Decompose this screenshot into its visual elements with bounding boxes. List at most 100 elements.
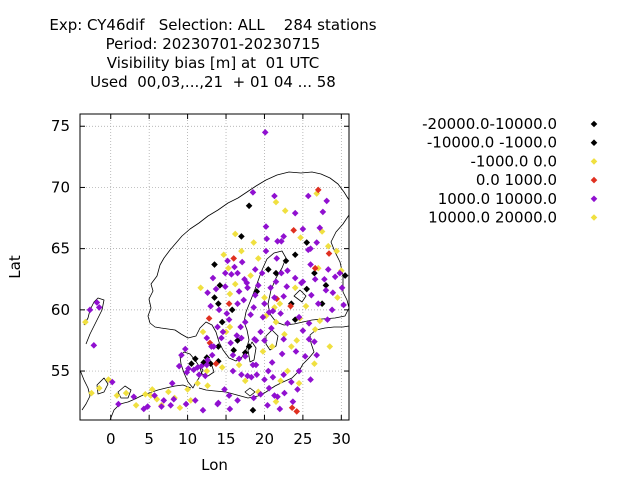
data-point — [308, 291, 315, 299]
data-point — [227, 339, 234, 347]
data-point — [319, 208, 327, 216]
y-tick-label: 75 — [51, 117, 70, 135]
data-point — [185, 365, 192, 372]
data-point — [250, 239, 257, 246]
data-point — [234, 300, 241, 308]
data-point — [86, 306, 94, 314]
data-point — [147, 392, 155, 399]
data-point — [225, 264, 232, 272]
data-point — [280, 335, 287, 343]
data-point — [311, 338, 318, 345]
data-point — [299, 327, 307, 334]
data-point — [214, 323, 221, 331]
data-point — [204, 289, 211, 297]
data-point — [211, 261, 218, 268]
plot-frame — [79, 113, 350, 421]
data-point — [115, 400, 122, 408]
data-point — [262, 312, 270, 320]
data-point — [340, 301, 347, 309]
data-point — [274, 237, 281, 245]
data-point — [271, 294, 278, 301]
data-point — [241, 349, 249, 356]
title-line-2: Period: 20230701-20230715 — [105, 35, 321, 53]
data-point — [238, 371, 245, 379]
data-point — [263, 235, 271, 243]
data-point — [249, 189, 257, 196]
legend-marker — [590, 214, 598, 221]
data-point — [249, 406, 257, 414]
data-point — [95, 304, 103, 311]
data-point — [248, 373, 255, 381]
data-point — [255, 255, 262, 262]
chart-title: Exp: CY46dif Selection: ALL 284 stations… — [0, 16, 426, 92]
data-point — [257, 328, 264, 336]
data-point — [251, 291, 259, 299]
data-point — [307, 245, 314, 252]
data-point — [258, 269, 266, 277]
data-point — [181, 345, 189, 353]
x-tick-label: 10 — [178, 430, 197, 448]
data-point — [292, 348, 300, 355]
data-point — [197, 284, 204, 292]
data-point — [283, 283, 291, 290]
legend-marker — [590, 139, 598, 146]
data-point — [212, 360, 220, 367]
data-point — [261, 294, 268, 301]
data-point — [328, 306, 336, 314]
data-point — [188, 360, 195, 367]
data-point — [298, 279, 305, 287]
data-point — [160, 397, 168, 404]
data-point — [140, 405, 148, 413]
y-tick-label: 60 — [51, 301, 70, 319]
data-point — [304, 192, 312, 200]
data-point — [318, 300, 326, 308]
data-point — [241, 275, 248, 283]
data-point — [90, 342, 98, 349]
data-point — [331, 273, 339, 281]
data-point — [225, 316, 233, 323]
data-point — [214, 400, 221, 408]
data-point — [261, 129, 269, 136]
data-point — [238, 258, 246, 266]
legend-label: 10000.0 20000.0 — [428, 209, 557, 227]
data-point — [218, 364, 226, 371]
data-point — [231, 280, 239, 288]
data-point — [82, 318, 89, 326]
data-point — [238, 334, 245, 342]
data-point — [132, 402, 140, 409]
data-point — [204, 382, 211, 390]
data-point — [191, 355, 199, 363]
data-point — [259, 348, 267, 355]
data-point — [325, 250, 333, 257]
axes: 0 5 10 15 20 25 30 55 60 65 70 75 — [51, 114, 351, 448]
data-point — [95, 384, 103, 392]
legend-marker — [590, 158, 598, 165]
data-point — [307, 261, 314, 268]
data-point — [291, 284, 299, 292]
data-point — [280, 371, 287, 379]
data-point — [289, 398, 297, 405]
data-point — [244, 284, 251, 292]
data-point — [229, 367, 237, 375]
data-point — [241, 318, 249, 326]
data-point — [206, 339, 214, 347]
data-point — [247, 272, 254, 279]
data-point — [311, 264, 319, 272]
data-point — [198, 362, 205, 370]
legend: -20000.0-10000.0-10000.0 -1000.0-1000.0 … — [422, 115, 598, 227]
data-point — [278, 237, 285, 245]
data-point — [253, 371, 261, 379]
data-point — [265, 308, 273, 316]
data-point — [245, 343, 253, 350]
data-point — [321, 275, 328, 283]
data-point — [272, 198, 280, 206]
data-point — [303, 285, 311, 293]
data-point — [272, 318, 280, 326]
data-point — [322, 286, 330, 294]
title-line-4: Used 00,03,...,21 + 01 04 ... 58 — [90, 73, 336, 91]
data-point — [247, 311, 254, 319]
data-point — [93, 299, 101, 306]
data-point — [221, 269, 229, 277]
data-point — [187, 397, 194, 404]
